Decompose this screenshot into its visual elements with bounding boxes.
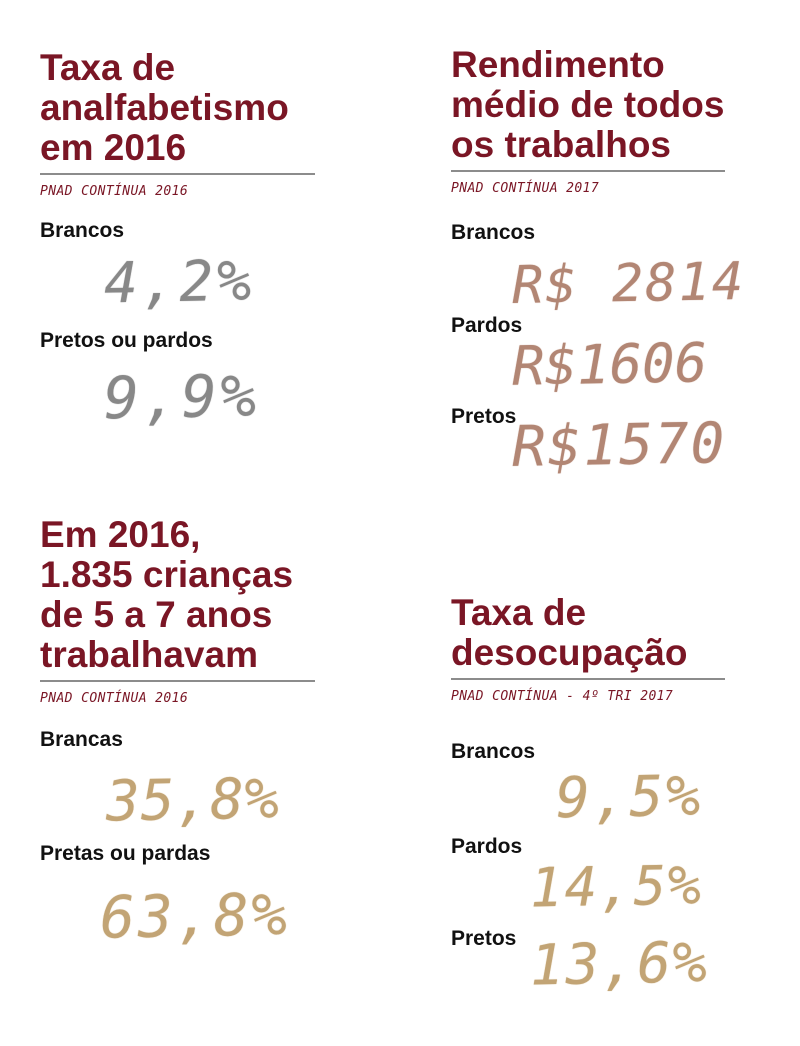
row-value: R$1606 bbox=[511, 331, 708, 398]
divider bbox=[451, 678, 725, 680]
panel-title: Taxa de analfabetismo em 2016 bbox=[40, 47, 289, 168]
panel-income: Rendimento médio de todos os trabalhos P… bbox=[451, 45, 725, 196]
panel-title: Taxa de desocupação bbox=[451, 592, 688, 673]
panel-child-labor: Em 2016, 1.835 crianças de 5 a 7 anos tr… bbox=[40, 515, 315, 706]
panel-unemployment: Taxa de desocupação PNAD CONTÍNUA - 4º T… bbox=[451, 593, 725, 704]
divider bbox=[451, 170, 725, 172]
source-label: PNAD CONTÍNUA 2016 bbox=[40, 184, 189, 199]
source-label: PNAD CONTÍNUA 2016 bbox=[40, 691, 189, 706]
row-label: Pretos bbox=[451, 405, 517, 428]
panel-illiteracy: Taxa de analfabetismo em 2016 PNAD CONTÍ… bbox=[40, 48, 315, 199]
row-label: Pretos bbox=[451, 927, 517, 950]
row-value: R$1570 bbox=[511, 411, 727, 480]
row-label: Pardos bbox=[451, 314, 523, 337]
row-label: Pardos bbox=[451, 835, 523, 858]
row-label: Brancos bbox=[40, 219, 125, 242]
row-label: Pretas ou pardas bbox=[40, 842, 211, 865]
row-value: 9,5% bbox=[555, 763, 704, 832]
row-value: 35,8% bbox=[105, 766, 281, 835]
row-value: 14,5% bbox=[529, 853, 704, 920]
row-label: Brancos bbox=[451, 221, 536, 244]
divider bbox=[40, 173, 315, 175]
row-label: Brancos bbox=[451, 740, 536, 763]
row-value: 13,6% bbox=[529, 930, 710, 999]
row-label: Brancas bbox=[40, 728, 123, 751]
row-label: Pretos ou pardos bbox=[40, 329, 213, 352]
source-label: PNAD CONTÍNUA - 4º TRI 2017 bbox=[451, 689, 674, 704]
row-value: 63,8% bbox=[99, 880, 291, 952]
panel-title: Rendimento médio de todos os trabalhos bbox=[451, 44, 725, 165]
divider bbox=[40, 680, 315, 682]
row-value: 4,2% bbox=[103, 248, 256, 317]
row-value: 9,9% bbox=[103, 361, 261, 433]
source-label: PNAD CONTÍNUA 2017 bbox=[451, 181, 600, 196]
panel-title: Em 2016, 1.835 crianças de 5 a 7 anos tr… bbox=[40, 514, 294, 675]
row-value: R$ 2814 bbox=[511, 251, 746, 317]
